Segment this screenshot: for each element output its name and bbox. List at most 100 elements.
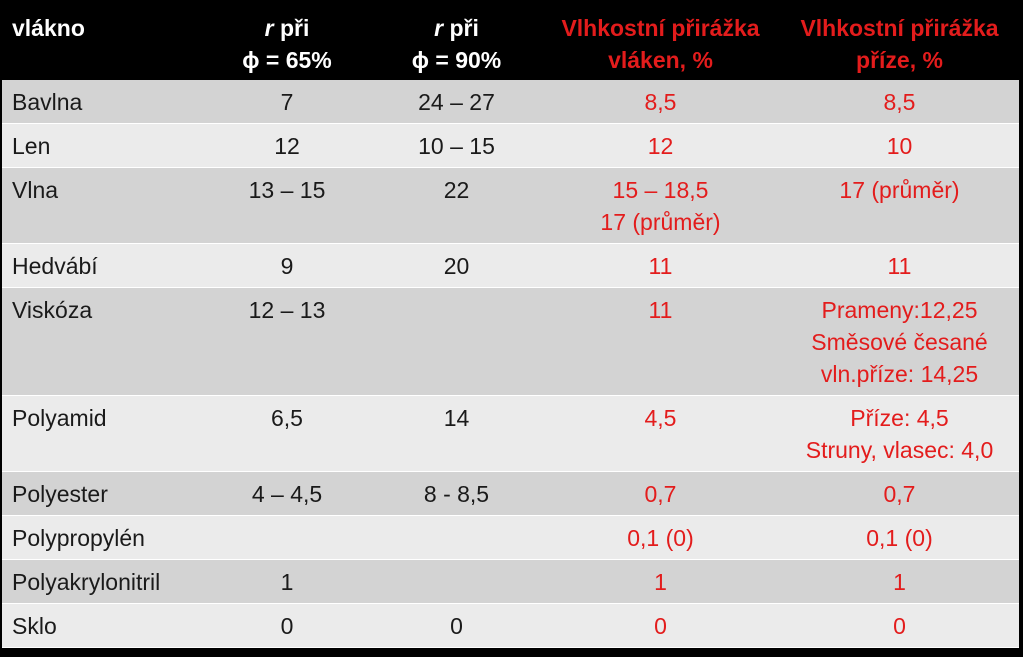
cell-yarn-regain-line: 0,7: [883, 481, 916, 507]
header-yarn-regain-line1: Vlhkostní přirážka: [800, 15, 999, 41]
cell-r65: 6,5: [202, 395, 372, 472]
cell-fiber-regain: 8,5: [541, 80, 780, 124]
cell-yarn-regain-line: vln.příze: 14,25: [820, 361, 979, 387]
cell-r65: 12 – 13: [202, 287, 372, 396]
table-row: Sklo 0 0 0 0: [2, 603, 1019, 648]
header-r65: r při ϕ = 65%: [202, 2, 372, 80]
cell-fiber: Polypropylén: [2, 515, 202, 560]
header-yarn-regain: Vlhkostní přirážka příze, %: [780, 2, 1019, 80]
table-row: Polyakrylonitril 1 1 1: [2, 559, 1019, 604]
cell-fiber-regain-line: 15 – 18,5: [612, 177, 709, 203]
cell-fiber: Viskóza: [2, 287, 202, 396]
table-row: Bavlna 7 24 – 27 8,5 8,5: [2, 80, 1019, 124]
cell-r65: 7: [202, 80, 372, 124]
table-row: Vlna 13 – 15 22 15 – 18,5 17 (průměr) 17 (prů…: [2, 167, 1019, 244]
cell-fiber-regain: 12: [541, 123, 780, 168]
cell-yarn-regain-line: 8,5: [883, 89, 916, 115]
table-row: Polyester 4 – 4,5 8 - 8,5 0,7 0,7: [2, 471, 1019, 516]
cell-fiber-regain-line: 0,1 (0): [627, 525, 694, 551]
header-fiber-label: vlákno: [12, 15, 85, 41]
cell-fiber-regain-line: 17 (průměr): [600, 209, 721, 235]
cell-fiber-regain-line: 8,5: [644, 89, 677, 115]
cell-fiber: Vlna: [2, 167, 202, 244]
cell-fiber: Polyakrylonitril: [2, 559, 202, 604]
cell-fiber-regain: 0,1 (0): [541, 515, 780, 560]
header-r65-humidity: ϕ = 65%: [242, 47, 332, 73]
cell-fiber-regain: 0: [541, 603, 780, 648]
table-row: Hedvábí 9 20 11 11: [2, 243, 1019, 288]
header-r90-text: při: [443, 15, 479, 41]
cell-yarn-regain-line: Směsové česané: [811, 329, 988, 355]
cell-r90: 14: [372, 395, 541, 472]
cell-yarn-regain: 0,7: [780, 471, 1019, 516]
cell-yarn-regain: 17 (průměr): [780, 167, 1019, 244]
header-r90-humidity: ϕ = 90%: [411, 47, 502, 73]
cell-yarn-regain-line: 10: [886, 133, 913, 159]
cell-r90: 8 - 8,5: [372, 471, 541, 516]
cell-r90: [372, 515, 541, 560]
header-fiber-regain-line2: vláken, %: [608, 47, 713, 73]
table-row: Polyamid 6,5 14 4,5 Příze: 4,5 Struny, vlasec…: [2, 395, 1019, 472]
cell-yarn-regain: 8,5: [780, 80, 1019, 124]
table-header: vlákno r při ϕ = 65% r při ϕ = 90% Vlhko…: [2, 2, 1019, 80]
cell-r90: [372, 287, 541, 396]
cell-yarn-regain-line: 17 (průměr): [839, 177, 960, 203]
cell-r90: 20: [372, 243, 541, 288]
cell-yarn-regain: Příze: 4,5 Struny, vlasec: 4,0: [780, 395, 1019, 472]
cell-r90: 10 – 15: [372, 123, 541, 168]
cell-fiber-regain: 11: [541, 287, 780, 396]
cell-fiber-regain: 0,7: [541, 471, 780, 516]
cell-yarn-regain: 1: [780, 559, 1019, 604]
header-r65-var: r: [264, 15, 274, 41]
cell-fiber-regain-line: 11: [648, 297, 673, 323]
header-fiber-regain-line1: Vlhkostní přirážka: [561, 15, 760, 41]
header-fiber: vlákno: [2, 2, 202, 80]
cell-yarn-regain: 11: [780, 243, 1019, 288]
cell-r65: 13 – 15: [202, 167, 372, 244]
cell-r65: 4 – 4,5: [202, 471, 372, 516]
cell-r90: [372, 559, 541, 604]
cell-r65: 12: [202, 123, 372, 168]
cell-fiber: Bavlna: [2, 80, 202, 124]
cell-r90: 0: [372, 603, 541, 648]
cell-fiber-regain-line: 0,7: [644, 481, 677, 507]
cell-yarn-regain-line: Příze: 4,5: [850, 405, 949, 431]
header-r65-text: při: [273, 15, 310, 41]
cell-fiber-regain-line: 1: [654, 569, 667, 595]
cell-yarn-regain: 0: [780, 603, 1019, 648]
cell-r65: 9: [202, 243, 372, 288]
cell-fiber-regain: 15 – 18,5 17 (průměr): [541, 167, 780, 244]
cell-fiber-regain: 4,5: [541, 395, 780, 472]
cell-fiber-regain-line: 4,5: [644, 405, 677, 431]
cell-yarn-regain-line: 0: [893, 613, 906, 639]
table-body: Bavlna 7 24 – 27 8,5 8,5 Len 12 10 – 15 12 10 Vlna…: [2, 80, 1019, 648]
table-row: Polypropylén 0,1 (0) 0,1 (0): [2, 515, 1019, 560]
cell-fiber-regain-line: 12: [647, 133, 674, 159]
cell-fiber: Sklo: [2, 603, 202, 648]
cell-yarn-regain-line: Prameny:12,25: [821, 297, 978, 323]
cell-r65: 1: [202, 559, 372, 604]
header-fiber-regain: Vlhkostní přirážka vláken, %: [541, 2, 780, 80]
cell-yarn-regain-line: Struny, vlasec: 4,0: [805, 437, 994, 463]
table-row: Len 12 10 – 15 12 10: [2, 123, 1019, 168]
cell-fiber-regain-line: 0: [654, 613, 667, 639]
cell-fiber-regain: 1: [541, 559, 780, 604]
header-row: vlákno r při ϕ = 65% r při ϕ = 90% Vlhko…: [2, 2, 1019, 80]
cell-fiber: Polyamid: [2, 395, 202, 472]
cell-yarn-regain-line: 1: [893, 569, 906, 595]
cell-yarn-regain: 10: [780, 123, 1019, 168]
fiber-moisture-table: vlákno r při ϕ = 65% r při ϕ = 90% Vlhko…: [2, 2, 1019, 648]
cell-r90: 24 – 27: [372, 80, 541, 124]
cell-r90: 22: [372, 167, 541, 244]
cell-fiber: Polyester: [2, 471, 202, 516]
cell-yarn-regain: Prameny:12,25 Směsové česané vln.příze: 14…: [780, 287, 1019, 396]
header-yarn-regain-line2: příze, %: [856, 47, 943, 73]
cell-yarn-regain: 0,1 (0): [780, 515, 1019, 560]
cell-fiber: Hedvábí: [2, 243, 202, 288]
cell-yarn-regain-line: 0,1 (0): [866, 525, 933, 551]
cell-r65: [202, 515, 372, 560]
table-frame: vlákno r při ϕ = 65% r při ϕ = 90% Vlhko…: [2, 2, 1019, 648]
header-r90: r při ϕ = 90%: [372, 2, 541, 80]
cell-fiber-regain: 11: [541, 243, 780, 288]
header-r90-var: r: [434, 15, 444, 41]
